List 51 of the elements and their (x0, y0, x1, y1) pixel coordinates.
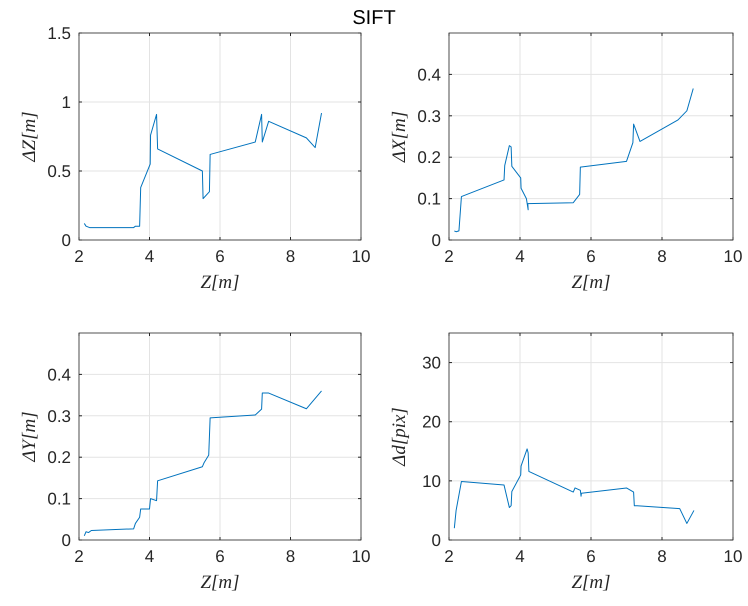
line-series (454, 448, 694, 529)
x-tick-label: 6 (215, 247, 225, 266)
y-tick-label: 0.4 (417, 65, 441, 84)
x-tick-label: 4 (515, 247, 525, 266)
x-tick-label: 4 (144, 547, 154, 566)
line-series (84, 390, 322, 536)
y-tick-label: 0.5 (47, 162, 71, 181)
x-tick-label: 10 (352, 547, 370, 566)
x-tick-label: 10 (724, 247, 742, 266)
y-tick-label: 0 (62, 531, 71, 550)
x-tick-label: 4 (144, 247, 154, 266)
x-tick-label: 2 (74, 547, 84, 566)
x-tick-label: 4 (515, 547, 525, 566)
y-axis-title: ΔZ[m] (19, 111, 40, 163)
line-series (84, 112, 322, 228)
x-tick-label: 6 (215, 547, 225, 566)
y-tick-label: 20 (422, 412, 441, 432)
x-tick-label: 8 (286, 547, 296, 566)
y-tick-label: 0 (432, 531, 441, 550)
x-tick-label: 8 (657, 247, 667, 266)
x-tick-label: 10 (724, 547, 742, 566)
x-axis-title: Z[m] (571, 572, 611, 593)
y-tick-label: 0.1 (417, 190, 441, 209)
y-tick-label: 30 (422, 354, 441, 373)
x-tick-label: 6 (586, 247, 596, 266)
y-tick-label: 0.1 (47, 490, 71, 509)
x-tick-label: 8 (657, 547, 667, 566)
y-tick-label: 1 (62, 93, 71, 112)
x-tick-label: 2 (74, 247, 84, 266)
x-axis-title: Z[m] (571, 272, 611, 293)
y-tick-label: 0 (62, 231, 71, 250)
y-tick-label: 0.4 (47, 365, 71, 384)
x-axis-title: Z[m] (200, 572, 240, 593)
x-tick-label: 10 (352, 247, 370, 266)
y-axis-title: Δd[pix] (389, 407, 410, 467)
y-tick-label: 0.2 (417, 148, 441, 168)
y-axis-title: ΔY[m] (19, 411, 40, 463)
y-tick-label: 10 (422, 472, 441, 491)
y-tick-label: 0 (432, 231, 441, 250)
y-tick-label: 0.3 (47, 406, 71, 426)
y-axis-title: ΔX[m] (389, 110, 410, 164)
line-series (454, 88, 694, 232)
chart-title: SIFT (352, 7, 396, 29)
x-axis-title: Z[m] (200, 272, 240, 293)
x-tick-label: 6 (586, 547, 596, 566)
y-tick-label: 0.2 (47, 448, 71, 468)
y-tick-label: 1.5 (47, 24, 71, 43)
x-tick-label: 2 (444, 547, 454, 566)
y-tick-label: 0.3 (417, 106, 441, 126)
x-tick-label: 8 (286, 247, 296, 266)
x-tick-label: 2 (444, 247, 454, 266)
